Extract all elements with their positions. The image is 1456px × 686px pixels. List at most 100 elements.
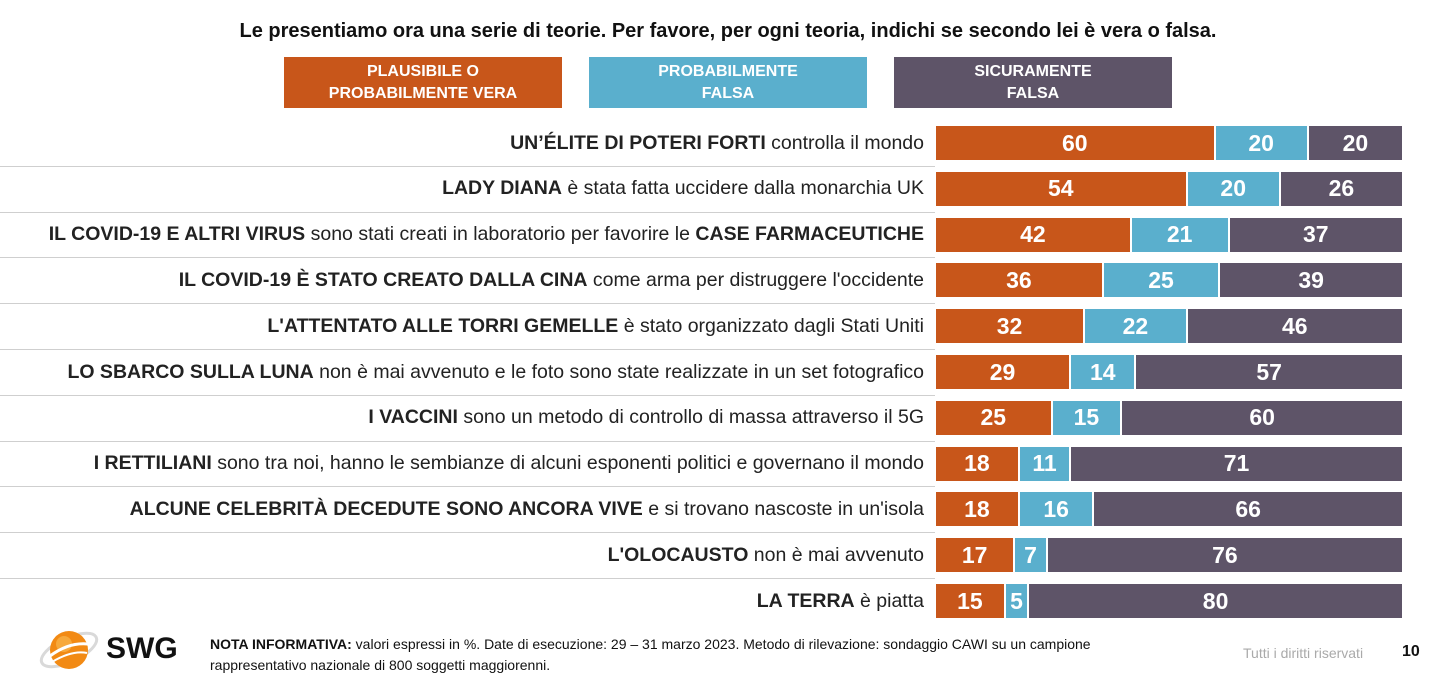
surely-false-segment: 20 (1308, 126, 1402, 160)
data-label: 46 (1282, 312, 1308, 339)
row-divider (0, 303, 935, 305)
stacked-bar: 42 21 37 (936, 217, 1402, 252)
bar-row: ALCUNE CELEBRITÀ DECEDUTE SONO ANCORA VI… (0, 486, 1456, 532)
stacked-bar: 18 16 66 (936, 492, 1402, 527)
category-label-bold: CASE FARMACEUTICHE (695, 223, 924, 246)
surely-false-segment: 26 (1280, 171, 1402, 206)
category-label-text: sono un metodo di controllo di massa att… (457, 406, 924, 429)
probably-true-segment: 25 (936, 400, 1053, 435)
stacked-bar: 60 20 20 (936, 126, 1402, 160)
legend-item-probably-true-line2: PROBABILMENTE VERA (328, 84, 518, 102)
legend-item-surely-false: SICURAMENTE FALSA (894, 57, 1172, 108)
category-label-text: è stata fatta uccidere dalla monarchia U… (561, 177, 924, 200)
category-label: L'OLOCAUSTO non è mai avvenuto (608, 532, 924, 578)
data-label: 60 (1249, 404, 1275, 431)
data-label: 18 (964, 450, 990, 477)
bar-row: I RETTILIANI sono tra noi, hanno le semb… (0, 440, 1456, 487)
data-label: 71 (1223, 450, 1250, 477)
row-divider (0, 257, 935, 259)
data-label: 7 (1024, 541, 1037, 568)
stacked-bar: 15 5 80 (936, 584, 1402, 618)
category-label-text: controlla il mondo (765, 131, 924, 154)
stacked-bar: 17 7 76 (936, 538, 1402, 573)
surely-false-segment: 39 (1220, 263, 1402, 298)
probably-false-segment: 20 (1187, 171, 1281, 206)
stacked-bar: 29 14 57 (936, 355, 1402, 389)
row-divider (0, 211, 935, 213)
data-label: 76 (1212, 541, 1238, 568)
bar-row: IL COVID-19 E ALTRI VIRUS sono stati cre… (0, 211, 1456, 258)
row-divider (0, 486, 935, 488)
category-label: LO SBARCO SULLA LUNA non è mai avvenuto … (67, 349, 924, 395)
category-label: LA TERRA è piatta (757, 578, 924, 624)
data-label: 66 (1235, 495, 1261, 522)
category-label-text: sono tra noi, hanno le sembianze di alcu… (211, 452, 924, 475)
category-label-bold: I RETTILIANI (93, 452, 212, 475)
category-label: L'ATTENTATO ALLE TORRI GEMELLE è stato o… (267, 303, 924, 349)
data-label: 32 (996, 312, 1023, 339)
category-label: IL COVID-19 E ALTRI VIRUS sono stati cre… (49, 212, 924, 258)
row-divider (0, 578, 935, 579)
surely-false-segment: 71 (1071, 446, 1402, 481)
data-label: 21 (1166, 221, 1193, 248)
data-label: 36 (1006, 266, 1032, 293)
bar-row: UN’ÉLITE DI POTERI FORTI controlla il mo… (0, 120, 1456, 166)
surely-false-segment: 37 (1229, 217, 1402, 252)
swg-logo-icon (39, 631, 99, 669)
data-label: 20 (1220, 175, 1247, 202)
bar-row: L'OLOCAUSTO non è mai avvenuto 17 7 76 (0, 532, 1456, 578)
legend-item-probably-false-line2: FALSA (701, 84, 755, 102)
data-label: 15 (1073, 404, 1100, 431)
category-label-text: è piatta (854, 589, 924, 612)
probably-true-segment: 17 (936, 538, 1016, 573)
footer-note: NOTA INFORMATIVA: valori espressi in %. … (210, 634, 1160, 676)
data-label: 25 (980, 404, 1007, 431)
category-label-bold: UN’ÉLITE DI POTERI FORTI (510, 131, 766, 154)
category-label-bold: I VACCINI (368, 406, 458, 429)
bar-row: LADY DIANA è stata fatta uccidere dalla … (0, 165, 1456, 212)
probably-true-segment: 18 (936, 446, 1020, 481)
surely-false-segment: 46 (1187, 309, 1402, 344)
probably-false-segment: 5 (1005, 584, 1030, 618)
probably-false-segment: 20 (1215, 126, 1309, 160)
bar-row: L'ATTENTATO ALLE TORRI GEMELLE è stato o… (0, 303, 1456, 349)
category-label-text: è stato organizzato dagli Stati Uniti (618, 314, 924, 337)
category-label-bold: LADY DIANA (442, 177, 562, 200)
footer-note-label: NOTA INFORMATIVA: (210, 636, 352, 652)
legend-item-surely-false-line2: FALSA (1006, 84, 1060, 102)
category-label: ALCUNE CELEBRITÀ DECEDUTE SONO ANCORA VI… (130, 486, 924, 532)
legend-item-probably-false: PROBABILMENTE FALSA (589, 57, 867, 108)
legend-item-surely-false-line1: SICURAMENTE (974, 62, 1092, 80)
data-label: 54 (1048, 175, 1074, 202)
bar-row: IL COVID-19 È STATO CREATO DALLA CINA co… (0, 257, 1456, 303)
page-number: 10 (1402, 643, 1420, 660)
probably-false-segment: 15 (1052, 400, 1123, 435)
category-label-bold: L'ATTENTATO ALLE TORRI GEMELLE (267, 314, 619, 337)
probably-false-segment: 7 (1015, 538, 1048, 573)
data-label: 18 (964, 495, 990, 522)
footer-note-text: valori espressi in %. Date di esecuzione… (210, 636, 1091, 673)
category-label-bold: IL COVID-19 È STATO CREATO DALLA CINA (178, 268, 588, 291)
category-label-bold: IL COVID-19 E ALTRI VIRUS (48, 223, 306, 246)
row-divider (0, 394, 935, 396)
bar-row: I VACCINI sono un metodo di controllo di… (0, 394, 1456, 441)
category-label-bold: LA TERRA (756, 589, 855, 612)
probably-true-segment: 60 (936, 126, 1216, 160)
surely-false-segment: 66 (1094, 492, 1402, 527)
stacked-bar: 25 15 60 (936, 400, 1402, 435)
data-label: 15 (957, 587, 983, 614)
probably-true-segment: 29 (936, 355, 1072, 389)
data-label: 60 (1062, 129, 1088, 156)
row-divider (0, 349, 935, 350)
stacked-bar: 18 11 71 (936, 446, 1402, 481)
row-divider (0, 165, 935, 167)
category-label: I VACCINI sono un metodo di controllo di… (368, 395, 924, 441)
legend-item-probably-true-line1: PLAUSIBILE O (366, 62, 479, 80)
category-label-text: e si trovano nascoste in un'isola (642, 497, 924, 520)
probably-false-segment: 21 (1131, 217, 1230, 252)
data-label: 26 (1328, 175, 1355, 202)
data-label: 29 (989, 358, 1016, 385)
logo-text: SWG (106, 632, 178, 665)
data-label: 20 (1342, 129, 1369, 156)
data-label: 17 (961, 541, 988, 568)
